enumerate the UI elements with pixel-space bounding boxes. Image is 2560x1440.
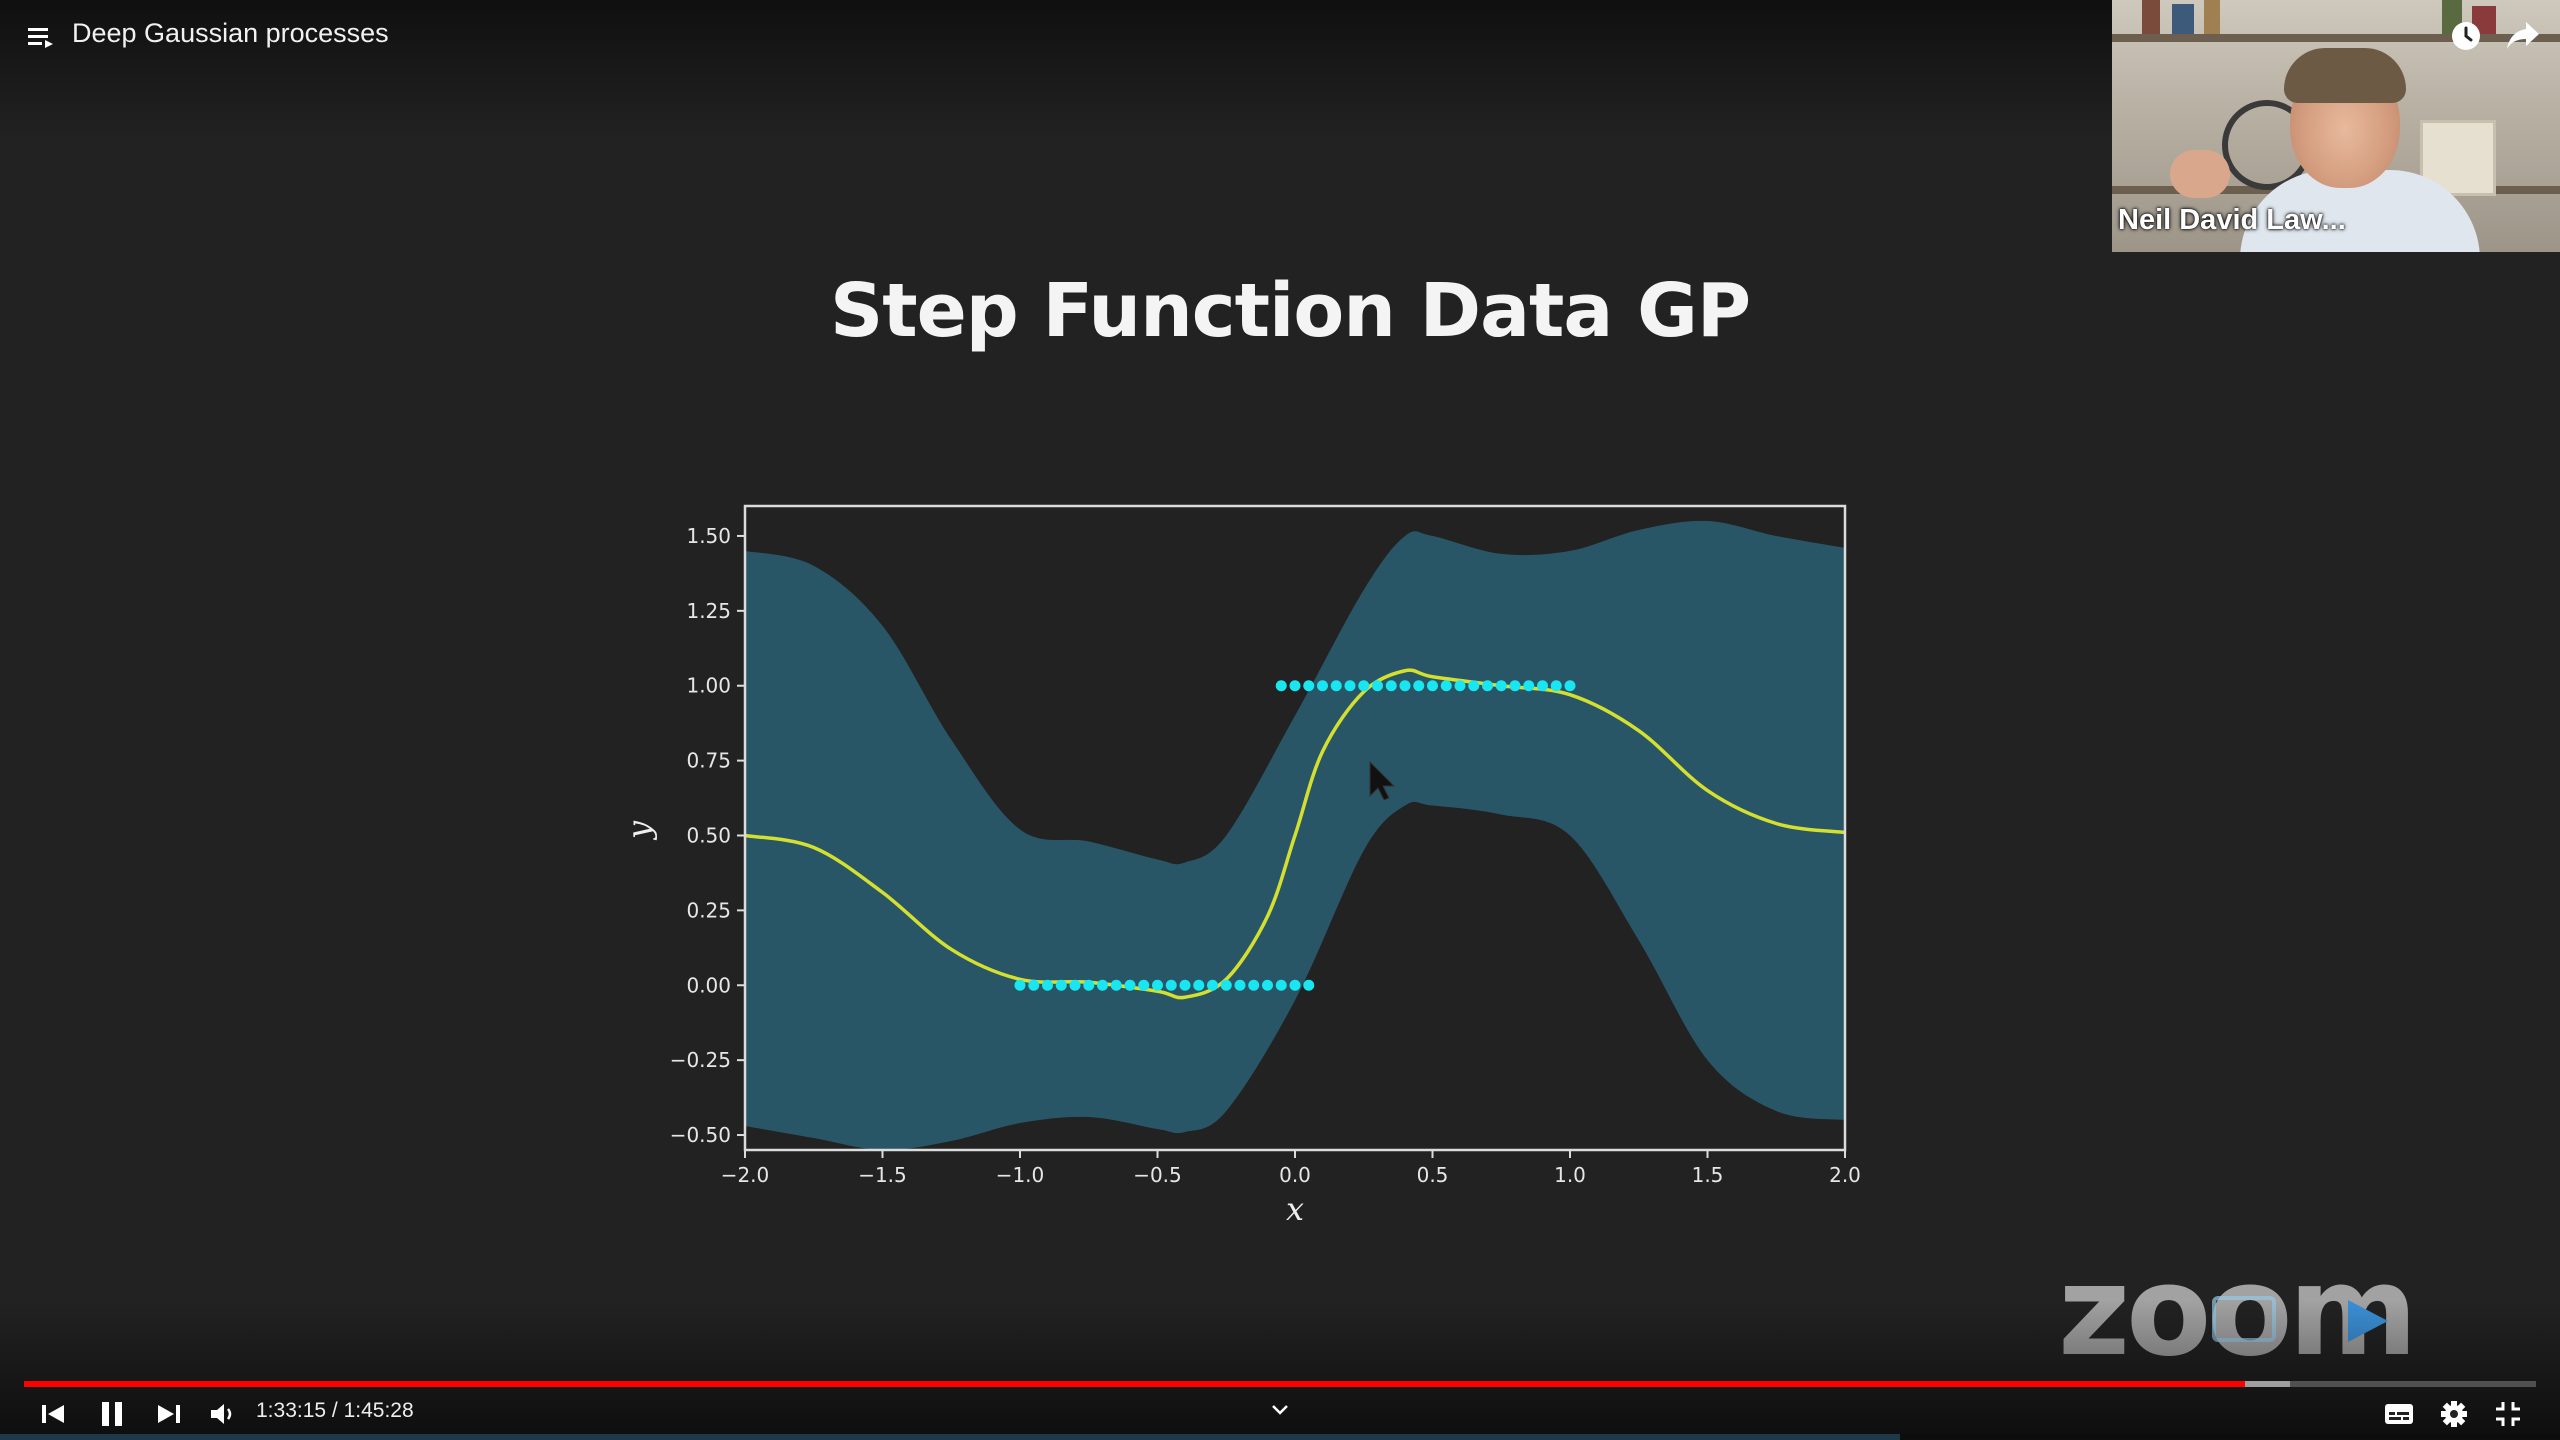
bottom-strip-fill	[0, 1434, 1900, 1440]
data-point	[1014, 979, 1026, 991]
mean-line	[744, 668, 1846, 1000]
clock-icon[interactable]	[2450, 20, 2482, 52]
video-title[interactable]: Deep Gaussian processes	[72, 18, 389, 48]
y-tick-label: 0.75	[686, 749, 731, 773]
share-icon[interactable]	[2506, 20, 2540, 50]
data-point	[1303, 979, 1315, 991]
data-point	[1550, 680, 1562, 692]
data-point	[1495, 680, 1507, 692]
skip-previous-icon[interactable]	[38, 1396, 68, 1432]
x-axis-label: x	[1286, 1190, 1304, 1228]
data-point	[1537, 680, 1548, 692]
chevron-down-icon[interactable]	[1268, 1400, 1292, 1420]
skip-next-icon[interactable]	[154, 1396, 184, 1432]
data-point	[1289, 680, 1301, 692]
x-tick-label: −2.0	[721, 1163, 770, 1187]
y-tick-label: 1.25	[686, 599, 731, 623]
y-tick-label: 0.50	[686, 823, 731, 847]
progress-bar[interactable]	[24, 1381, 2536, 1387]
data-point	[1028, 979, 1040, 991]
speaker-hand	[2170, 150, 2230, 198]
y-tick-label: 0.25	[686, 898, 731, 922]
data-point	[1482, 680, 1493, 692]
bookshelf	[2112, 34, 2560, 42]
data-point	[1372, 680, 1383, 692]
book	[2172, 4, 2194, 34]
book	[2204, 0, 2220, 34]
data-point	[1440, 680, 1452, 692]
data-point	[1454, 680, 1466, 692]
mouse-cursor-icon	[1369, 760, 1396, 801]
subtitles-icon[interactable]	[2382, 1396, 2416, 1432]
bottom-strip	[0, 1434, 2560, 1440]
data-point	[1275, 979, 1287, 991]
data-point	[1358, 680, 1370, 692]
data-point	[1165, 979, 1177, 991]
data-point	[1262, 979, 1273, 991]
data-point	[1069, 979, 1081, 991]
data-point	[1097, 979, 1108, 991]
mean-line-layer	[744, 668, 1846, 1000]
data-point	[1083, 979, 1095, 991]
playlist-icon[interactable]	[26, 22, 56, 52]
speaker-hair	[2284, 48, 2406, 103]
video-top-bar: Deep Gaussian processes	[0, 0, 2100, 72]
data-point	[1413, 680, 1425, 692]
y-tick-label: 1.00	[686, 674, 731, 698]
data-point	[1042, 979, 1053, 991]
data-point	[1193, 979, 1205, 991]
speaker-webcam: Neil David Law...	[2112, 0, 2560, 252]
gp-chart: −2.0 −1.5 −1.0 −0.5 0.0 0.5 1.0 1.5 2.0 −0.50 −0.2…	[620, 504, 1861, 1228]
data-point	[1248, 979, 1260, 991]
x-tick-label: 1.5	[1692, 1163, 1724, 1187]
speaker-name: Neil David Law...	[2118, 204, 2346, 236]
data-point	[1275, 680, 1287, 692]
data-point	[1564, 680, 1576, 692]
volume-icon[interactable]	[208, 1396, 238, 1432]
data-point	[1344, 680, 1356, 692]
data-point	[1055, 979, 1067, 991]
time-display: 1:33:15 / 1:45:28	[256, 1399, 414, 1422]
data-point	[1138, 979, 1150, 991]
progress-played	[24, 1381, 2245, 1387]
ticks-layer: −2.0 −1.5 −1.0 −0.5 0.0 0.5 1.0 1.5 2.0 −0.50 −0.2…	[670, 524, 1861, 1187]
x-tick-label: −0.5	[1133, 1163, 1182, 1187]
data-point	[1289, 979, 1301, 991]
data-point	[1509, 680, 1521, 692]
slide-title: Step Function Data GP	[829, 268, 1751, 354]
data-point	[1234, 979, 1246, 991]
exit-fullscreen-icon[interactable]	[2492, 1396, 2524, 1432]
data-point	[1523, 680, 1535, 692]
data-point	[1317, 680, 1328, 692]
x-tick-label: 1.0	[1554, 1163, 1586, 1187]
x-tick-label: 0.0	[1279, 1163, 1311, 1187]
y-tick-label: −0.50	[670, 1123, 731, 1147]
data-point	[1179, 979, 1191, 991]
x-tick-label: 2.0	[1829, 1163, 1861, 1187]
x-tick-label: 0.5	[1417, 1163, 1449, 1187]
book	[2142, 0, 2160, 34]
data-point	[1427, 680, 1438, 692]
y-tick-label: 0.00	[686, 973, 731, 997]
bottom-gradient	[0, 1300, 2560, 1440]
data-point	[1330, 680, 1342, 692]
data-point	[1385, 680, 1397, 692]
y-tick-label: 1.50	[686, 524, 731, 548]
data-point	[1220, 979, 1232, 991]
data-point	[1124, 979, 1136, 991]
pause-icon[interactable]	[96, 1396, 128, 1432]
data-point	[1303, 680, 1315, 692]
y-axis-label: y	[620, 820, 658, 841]
data-point	[1110, 979, 1122, 991]
data-points-layer	[1014, 680, 1576, 991]
gear-icon[interactable]	[2438, 1396, 2470, 1432]
data-point	[1399, 680, 1411, 692]
data-point	[1468, 680, 1480, 692]
y-tick-label: −0.25	[670, 1048, 731, 1072]
x-tick-label: −1.5	[858, 1163, 907, 1187]
data-point	[1152, 979, 1163, 991]
x-tick-label: −1.0	[996, 1163, 1045, 1187]
data-point	[1207, 979, 1218, 991]
